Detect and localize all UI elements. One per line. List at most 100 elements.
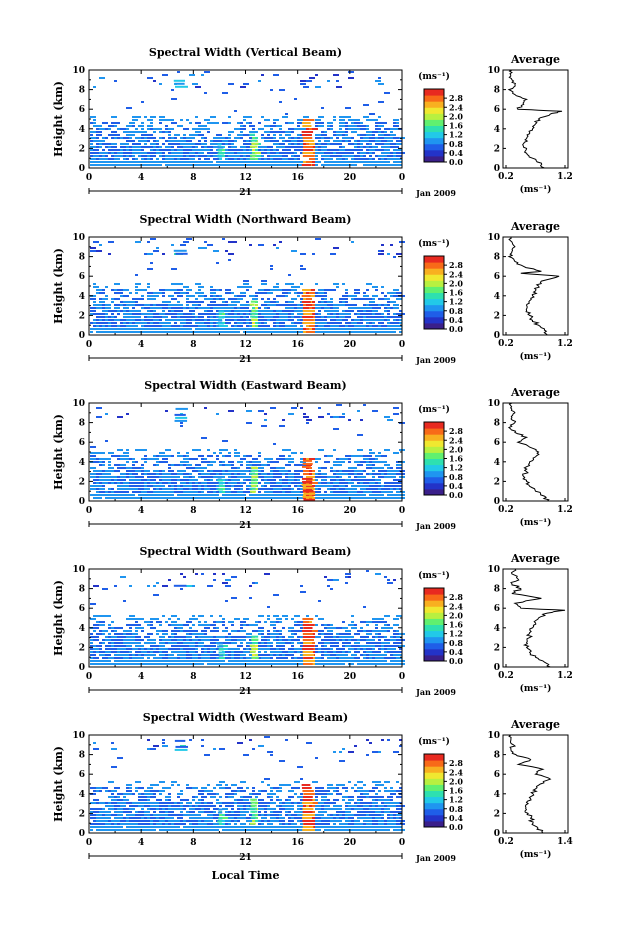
height-tick-label: 10 <box>72 233 85 243</box>
time-tick-label: 4 <box>138 838 144 848</box>
colorbar-tick-label: 0.0 <box>449 490 463 500</box>
average-frame <box>502 734 569 834</box>
colorbar-tick-label: 2.0 <box>449 111 463 121</box>
colorbar-tick-label: 2.8 <box>449 592 463 602</box>
colorbar-segment <box>424 292 444 300</box>
colorbar-segment <box>424 125 444 133</box>
time-tick-label: 4 <box>138 340 144 350</box>
colorbar-unit-label: (ms⁻¹) <box>418 238 450 249</box>
colorbar-segment <box>424 820 444 828</box>
average-title: Average <box>510 386 560 399</box>
average-height-tick-label: 8 <box>494 419 500 429</box>
colorbar-segment <box>424 766 444 773</box>
average-title: Average <box>510 552 560 565</box>
colorbar-segment <box>424 594 444 601</box>
colorbar-tick-label: 0.4 <box>449 148 463 158</box>
average-x-tick-label: 1.2 <box>557 172 573 182</box>
height-tick-label: 8 <box>79 751 85 761</box>
panel-title: Spectral Width (Vertical Beam) <box>149 46 342 59</box>
colorbar-segment <box>424 422 444 429</box>
average-height-tick-label: 0 <box>494 497 500 507</box>
average-height-tick-label: 6 <box>494 438 500 448</box>
average-frame <box>502 69 569 169</box>
time-tick-label: 16 <box>291 173 304 183</box>
average-height-tick-label: 2 <box>494 311 500 321</box>
average-profile-line <box>507 236 560 336</box>
time-tick-label: 8 <box>190 506 196 516</box>
height-tick-label: 2 <box>79 643 85 653</box>
average-height-tick-label: 0 <box>494 164 500 174</box>
time-tick-label: 4 <box>138 506 144 516</box>
average-height-tick-label: 0 <box>494 663 500 673</box>
average-frame <box>502 236 569 336</box>
colorbar-tick-label: 0.0 <box>449 157 463 167</box>
colorbar-tick-label: 0.0 <box>449 324 463 334</box>
heatmap-cells <box>90 71 405 166</box>
height-tick-label: 10 <box>72 731 85 741</box>
average-profile-line <box>507 69 563 169</box>
colorbar-segment <box>424 778 444 785</box>
colorbar-tick-label: 2.4 <box>449 102 463 112</box>
colorbar-segment <box>424 304 444 312</box>
average-x-tick-label: 0.2 <box>498 505 514 515</box>
day-label: 21 <box>239 687 252 697</box>
colorbar-tick-label: 0.4 <box>449 647 463 657</box>
month-label: Jan 2009 <box>415 687 456 697</box>
colorbar-tick-label: 0.8 <box>449 638 463 648</box>
colorbar-tick-label: 2.4 <box>449 767 463 777</box>
colorbar-unit-label: (ms⁻¹) <box>418 736 450 747</box>
average-x-tick-label: 1.4 <box>557 837 573 847</box>
colorbar-tick-label: 1.6 <box>449 786 463 796</box>
colorbar-segment <box>424 808 444 816</box>
time-tick-label: 16 <box>291 340 304 350</box>
month-label: Jan 2009 <box>415 853 456 863</box>
average-x-tick-label: 1.2 <box>557 339 573 349</box>
time-tick-label: 0 <box>86 506 92 516</box>
colorbar-tick-label: 2.0 <box>449 610 463 620</box>
height-tick-label: 6 <box>79 272 85 282</box>
average-height-tick-label: 6 <box>494 272 500 282</box>
colorbar-tick-label: 2.4 <box>449 601 463 611</box>
time-tick-label: 8 <box>190 838 196 848</box>
average-height-tick-label: 10 <box>487 731 500 741</box>
average-height-tick-label: 10 <box>487 66 500 76</box>
colorbar-segment <box>424 316 444 324</box>
average-height-tick-label: 10 <box>487 233 500 243</box>
height-axis-label: Height (km) <box>52 746 65 822</box>
height-tick-label: 2 <box>79 144 85 154</box>
height-tick-label: 0 <box>79 164 85 174</box>
colorbar-unit-label: (ms⁻¹) <box>418 71 450 82</box>
average-height-tick-label: 8 <box>494 86 500 96</box>
colorbar-segment <box>424 256 444 263</box>
colorbar-segment <box>424 488 444 496</box>
colorbar-segment <box>424 772 444 779</box>
colorbar-segment <box>424 310 444 318</box>
colorbar-segment <box>424 470 444 478</box>
average-profile: Average 0 2 4 6 8 10 0.2 1.2 (ms⁻¹) <box>487 552 572 694</box>
time-tick-label: 16 <box>291 672 304 682</box>
time-tick-label: 8 <box>190 672 196 682</box>
average-height-tick-label: 8 <box>494 751 500 761</box>
time-tick-label: 20 <box>344 506 357 516</box>
height-tick-label: 6 <box>79 105 85 115</box>
panel-title: Spectral Width (Eastward Beam) <box>144 379 346 392</box>
colorbar-unit-label: (ms⁻¹) <box>418 570 450 581</box>
average-height-tick-label: 2 <box>494 643 500 653</box>
average-profile: Average 0 2 4 6 8 10 0.2 1.2 (ms⁻¹) <box>487 220 572 362</box>
average-x-label: (ms⁻¹) <box>520 351 552 362</box>
average-x-tick-label: 0.2 <box>498 837 514 847</box>
average-x-label: (ms⁻¹) <box>520 517 552 528</box>
average-height-tick-label: 10 <box>487 399 500 409</box>
colorbar-segment <box>424 149 444 157</box>
average-title: Average <box>510 53 560 66</box>
colorbar-tick-label: 2.8 <box>449 260 463 270</box>
time-tick-label: 0 <box>399 173 405 183</box>
average-x-label: (ms⁻¹) <box>520 184 552 195</box>
average-title: Average <box>510 220 560 233</box>
colorbar-segment <box>424 274 444 281</box>
height-tick-label: 10 <box>72 399 85 409</box>
colorbar-tick-label: 2.0 <box>449 776 463 786</box>
average-height-tick-label: 10 <box>487 565 500 575</box>
colorbar-unit-label: (ms⁻¹) <box>418 404 450 415</box>
